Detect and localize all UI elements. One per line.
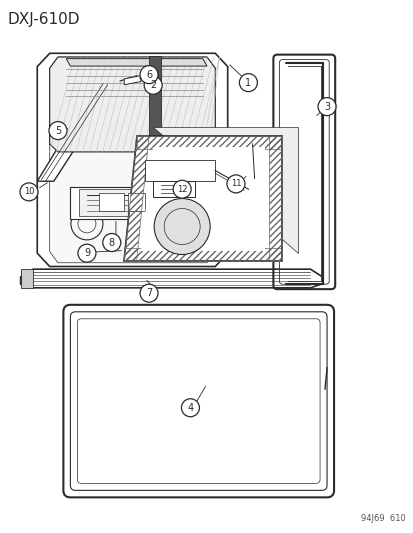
Polygon shape xyxy=(21,269,322,288)
Circle shape xyxy=(78,244,96,262)
Text: 10: 10 xyxy=(24,188,34,196)
Polygon shape xyxy=(128,193,145,211)
Polygon shape xyxy=(145,160,215,181)
Text: 9: 9 xyxy=(84,248,90,258)
Circle shape xyxy=(144,76,162,94)
Text: 1: 1 xyxy=(245,78,251,87)
Polygon shape xyxy=(50,57,215,152)
Polygon shape xyxy=(153,181,194,197)
Text: 5: 5 xyxy=(55,126,61,135)
Circle shape xyxy=(102,233,121,252)
Circle shape xyxy=(20,183,38,201)
Circle shape xyxy=(140,284,158,302)
Polygon shape xyxy=(21,269,33,288)
Polygon shape xyxy=(124,136,281,261)
Text: 7: 7 xyxy=(145,288,152,298)
Text: 12: 12 xyxy=(176,185,187,193)
Polygon shape xyxy=(37,53,227,266)
Circle shape xyxy=(154,198,210,255)
Text: 11: 11 xyxy=(230,180,241,188)
Text: 2: 2 xyxy=(150,80,156,90)
Circle shape xyxy=(140,66,158,84)
Circle shape xyxy=(49,122,67,140)
Text: 4: 4 xyxy=(187,403,193,413)
Circle shape xyxy=(226,175,244,193)
Polygon shape xyxy=(70,187,157,219)
Circle shape xyxy=(173,180,191,198)
Circle shape xyxy=(181,399,199,417)
Polygon shape xyxy=(149,56,161,150)
Circle shape xyxy=(239,74,257,92)
Polygon shape xyxy=(99,193,124,211)
Polygon shape xyxy=(124,76,140,85)
Circle shape xyxy=(317,98,335,116)
Text: 8: 8 xyxy=(109,238,114,247)
Text: 94J69  610: 94J69 610 xyxy=(361,514,405,523)
Text: 6: 6 xyxy=(146,70,152,79)
Polygon shape xyxy=(66,59,206,66)
Polygon shape xyxy=(78,189,149,216)
Text: 3: 3 xyxy=(323,102,329,111)
Polygon shape xyxy=(50,57,215,263)
Polygon shape xyxy=(140,147,264,251)
Text: DXJ-610D: DXJ-610D xyxy=(8,12,80,27)
Polygon shape xyxy=(37,80,116,181)
Polygon shape xyxy=(153,127,297,253)
